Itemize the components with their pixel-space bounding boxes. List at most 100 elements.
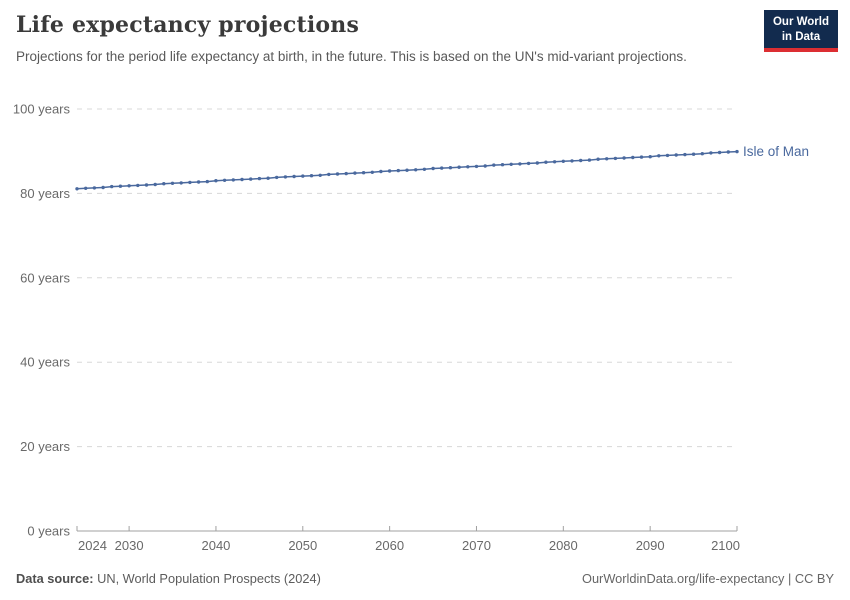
series-point[interactable]	[448, 166, 453, 170]
chart-footer: Data source: UN, World Population Prospe…	[16, 571, 834, 586]
series-point[interactable]	[387, 169, 392, 173]
series-point[interactable]	[327, 172, 331, 177]
series-point[interactable]	[431, 166, 435, 171]
series-point[interactable]	[84, 186, 88, 190]
series-point[interactable]	[205, 179, 209, 184]
series-point[interactable]	[110, 184, 114, 189]
series-point[interactable]	[665, 153, 670, 158]
series-point[interactable]	[214, 179, 218, 183]
series-point[interactable]	[500, 163, 505, 167]
owid-logo[interactable]: Our World in Data	[763, 10, 838, 52]
series-point[interactable]	[335, 172, 340, 176]
series-point[interactable]	[518, 162, 522, 166]
series-point[interactable]	[509, 162, 513, 166]
series-point[interactable]	[492, 163, 496, 167]
series-point[interactable]	[657, 154, 661, 158]
series-point[interactable]	[396, 168, 400, 173]
series-point[interactable]	[709, 151, 713, 155]
series-point[interactable]	[162, 182, 166, 186]
series-point[interactable]	[153, 182, 157, 187]
series-point[interactable]	[249, 177, 253, 181]
series-point[interactable]	[544, 160, 548, 164]
series-point[interactable]	[735, 149, 739, 154]
series-point[interactable]	[231, 178, 235, 182]
y-tick-label: 100 years	[13, 102, 71, 117]
series-point[interactable]	[579, 158, 583, 163]
y-tick-label: 20 years	[20, 439, 70, 454]
x-tick-label: 2070	[462, 538, 491, 553]
series-point[interactable]	[526, 161, 531, 166]
series-point[interactable]	[101, 185, 105, 190]
x-tick-label: 2060	[375, 538, 404, 553]
y-tick-label: 0 years	[27, 524, 70, 539]
series-point[interactable]	[474, 164, 479, 169]
series-point[interactable]	[422, 167, 427, 171]
series-point[interactable]	[309, 174, 314, 178]
series-point[interactable]	[552, 160, 557, 164]
y-tick-label: 80 years	[20, 186, 70, 201]
series-point[interactable]	[283, 175, 288, 179]
series-point[interactable]	[726, 150, 730, 154]
series-point[interactable]	[353, 171, 357, 175]
owid-logo-line1: Our World	[772, 16, 829, 28]
series-point[interactable]	[196, 180, 201, 184]
series-point[interactable]	[144, 183, 149, 187]
chart-title: Life expectancy projections	[16, 12, 360, 38]
series-point[interactable]	[379, 169, 383, 174]
chart-subtitle: Projections for the period life expectan…	[16, 49, 687, 64]
series-point[interactable]	[170, 181, 175, 185]
series-point[interactable]	[318, 173, 322, 177]
data-source-label: Data source:	[16, 571, 94, 586]
x-tick-label: 2040	[201, 538, 230, 553]
series-point[interactable]	[266, 176, 270, 180]
series-point[interactable]	[344, 171, 348, 176]
series-point[interactable]	[275, 175, 279, 180]
x-tick-label: 2050	[288, 538, 317, 553]
series-point[interactable]	[257, 176, 262, 181]
series-point[interactable]	[75, 187, 79, 191]
series-point[interactable]	[92, 186, 97, 190]
series-point[interactable]	[370, 170, 374, 174]
y-tick-label: 60 years	[20, 270, 70, 285]
series-point[interactable]	[596, 157, 600, 161]
x-tick-label: 2080	[549, 538, 578, 553]
series-point[interactable]	[179, 181, 183, 185]
series-point[interactable]	[136, 183, 140, 188]
series-point[interactable]	[127, 184, 131, 188]
series-point[interactable]	[361, 171, 366, 175]
y-tick-label: 40 years	[20, 355, 70, 370]
series-point[interactable]	[691, 152, 696, 156]
series-point[interactable]	[222, 178, 227, 182]
series-point[interactable]	[466, 165, 470, 169]
series-point[interactable]	[188, 180, 192, 185]
series-entity-label[interactable]: Isle of Man	[743, 144, 809, 159]
series-point[interactable]	[613, 156, 618, 161]
series-point[interactable]	[483, 164, 487, 168]
series-point[interactable]	[587, 158, 592, 162]
series-point[interactable]	[457, 165, 461, 169]
x-tick-label: 2030	[115, 538, 144, 553]
data-source-value: UN, World Population Prospects (2024)	[93, 571, 321, 586]
x-tick-label: 2100	[711, 538, 740, 553]
series-point[interactable]	[440, 166, 444, 170]
credit-link[interactable]: OurWorldinData.org/life-expectancy | CC …	[581, 571, 834, 586]
series-point[interactable]	[648, 155, 652, 159]
series-point[interactable]	[240, 177, 244, 182]
series-point[interactable]	[639, 155, 644, 159]
series-point[interactable]	[631, 155, 635, 160]
series-point[interactable]	[570, 159, 574, 163]
series-point[interactable]	[622, 156, 626, 160]
x-tick-label: 2090	[636, 538, 665, 553]
series-point[interactable]	[717, 150, 722, 155]
series-point[interactable]	[674, 153, 678, 157]
series-point[interactable]	[605, 157, 609, 161]
series-point[interactable]	[535, 161, 539, 165]
series-point[interactable]	[561, 159, 565, 163]
series-point[interactable]	[414, 168, 418, 172]
series-point[interactable]	[301, 174, 305, 178]
series-point[interactable]	[405, 168, 409, 172]
series-point[interactable]	[292, 174, 296, 179]
series-point[interactable]	[700, 152, 704, 156]
series-point[interactable]	[118, 184, 123, 188]
series-point[interactable]	[683, 152, 687, 157]
